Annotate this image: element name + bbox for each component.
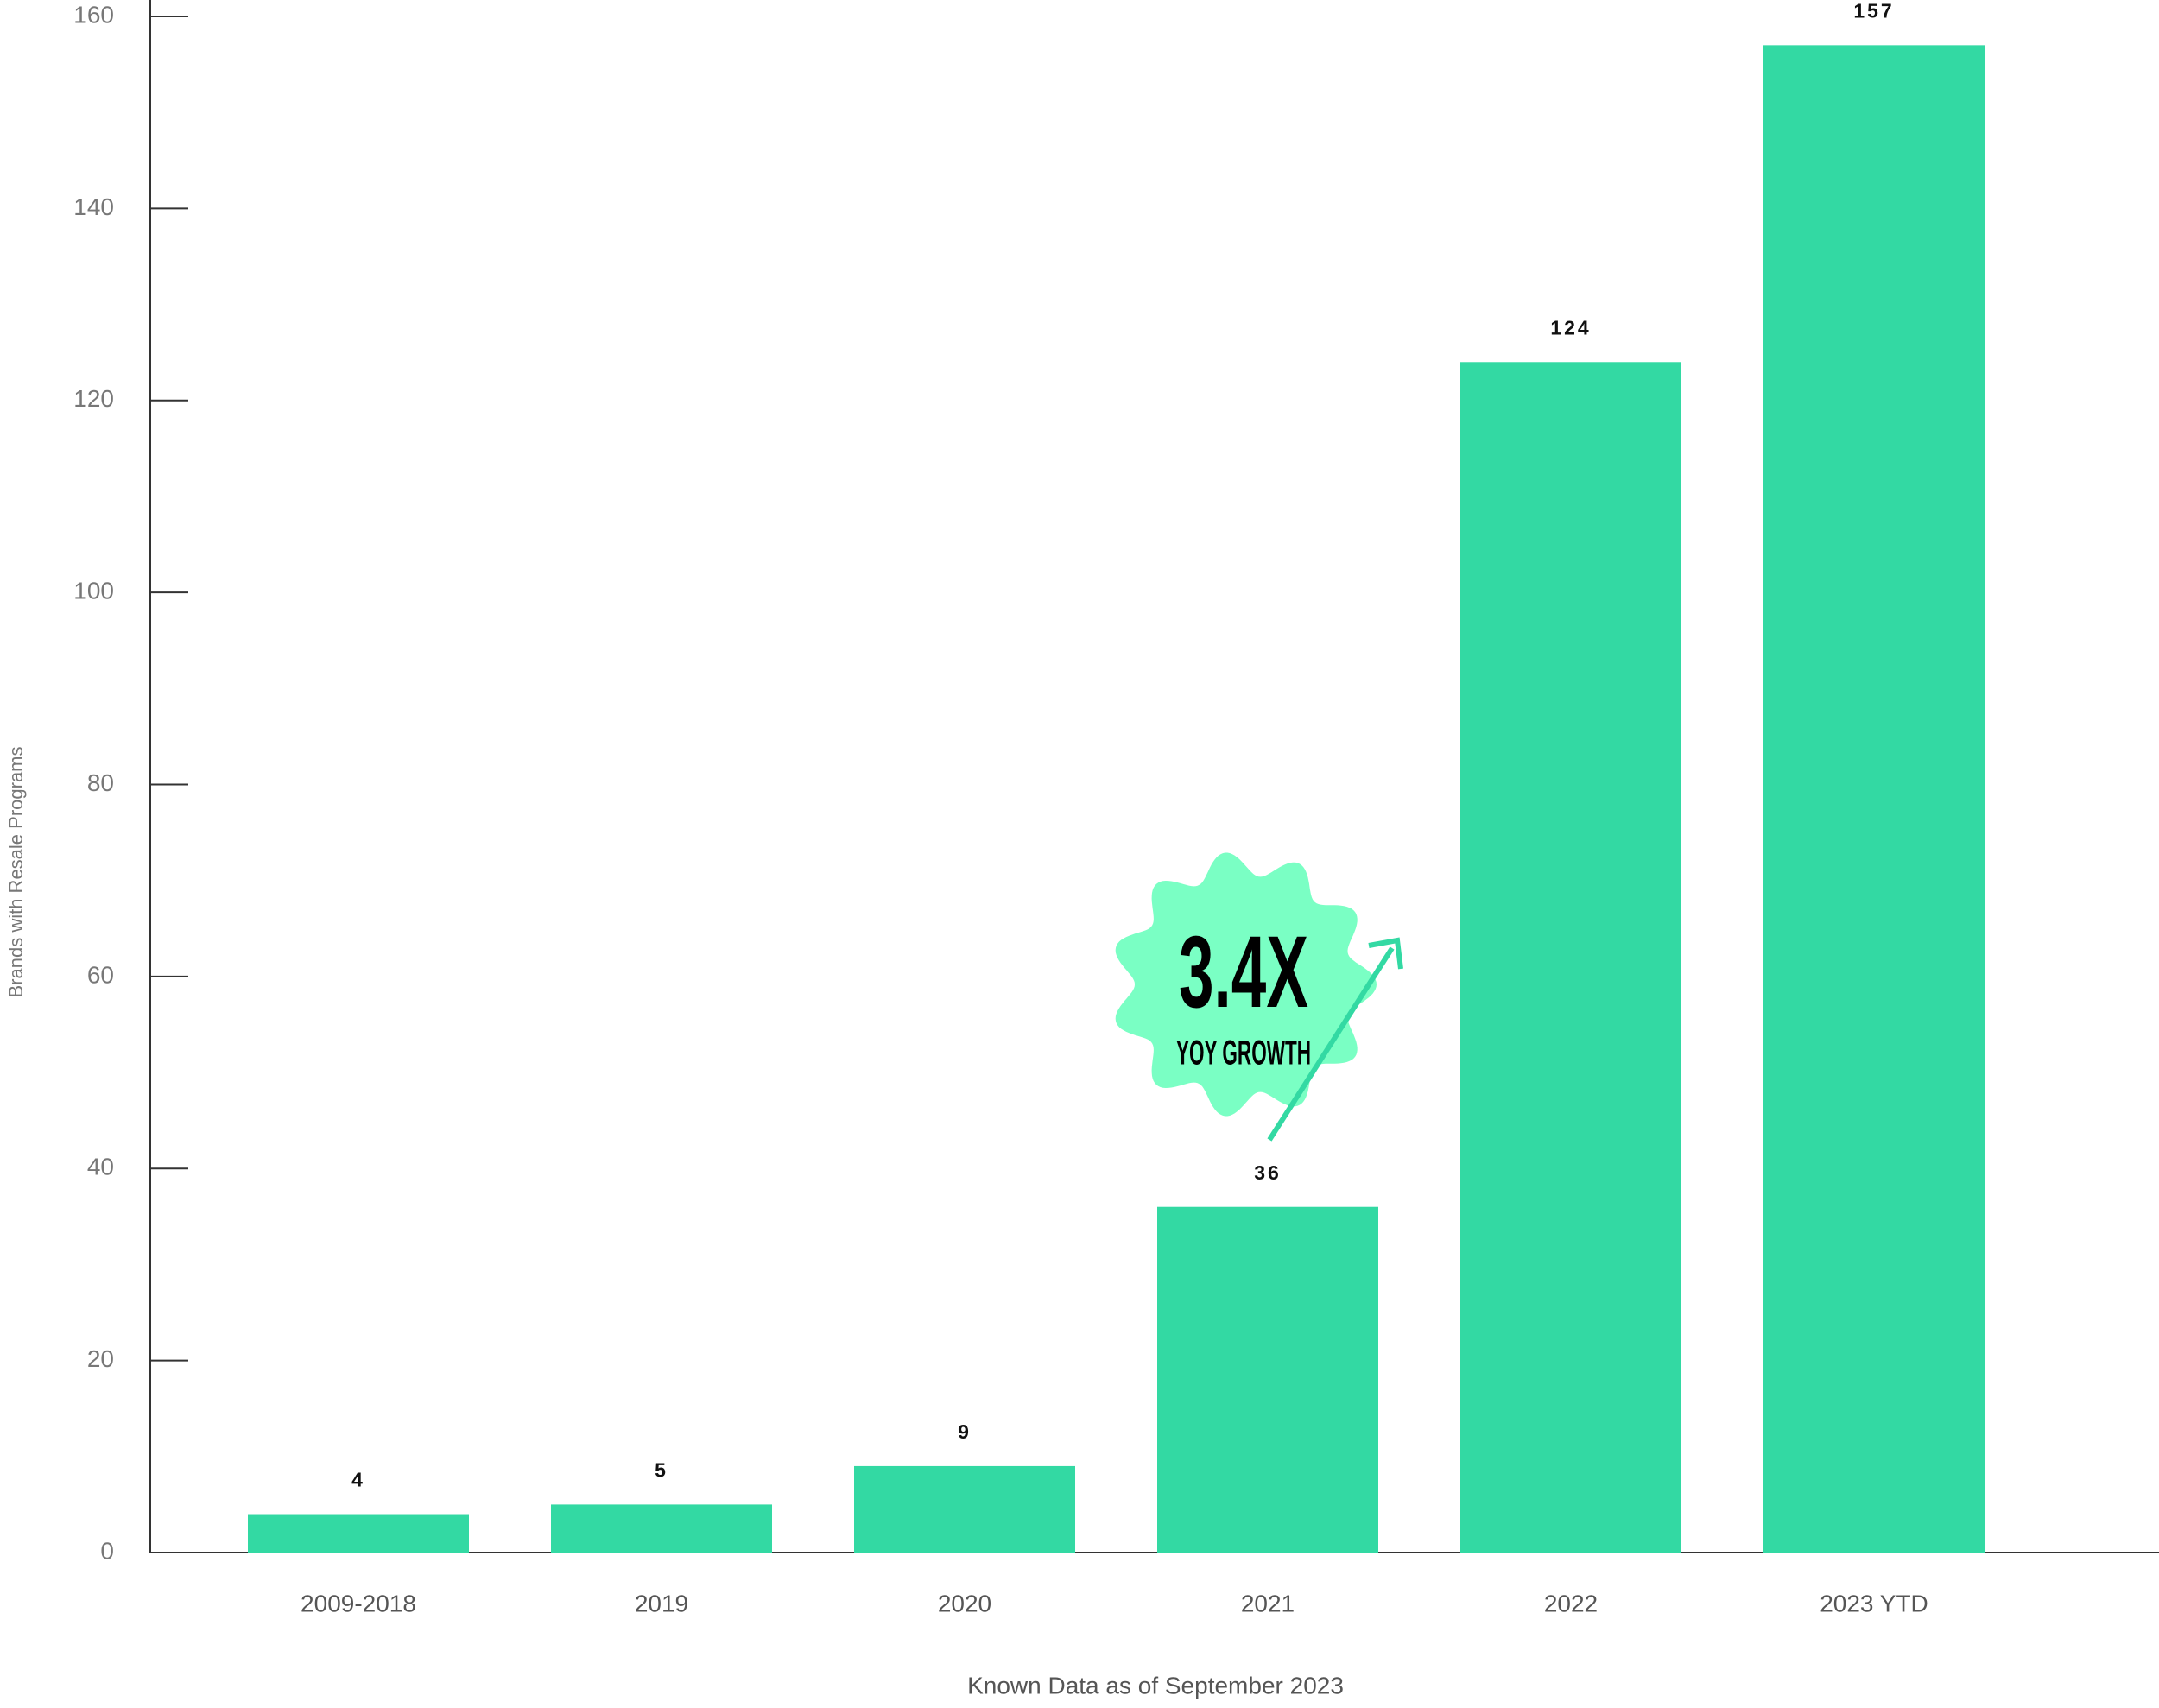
- growth-badge: 3.4X YOY GROWTH: [1115, 852, 1403, 1142]
- y-tick-label: 160: [73, 1, 114, 28]
- y-tick-label: 0: [100, 1537, 114, 1564]
- data-label: 157: [1853, 0, 1894, 22]
- x-axis-label: Known Data as of September 2023: [967, 1672, 1344, 1699]
- data-label: 36: [1254, 1161, 1282, 1184]
- x-tick-label: 2020: [938, 1590, 991, 1616]
- x-tick-label: 2023 YTD: [1820, 1590, 1928, 1616]
- y-tick-label: 140: [73, 193, 114, 220]
- badge-subtext: YOY GROWTH: [1176, 1034, 1311, 1072]
- x-tick-label: 2019: [635, 1590, 688, 1616]
- bar: [248, 1514, 469, 1553]
- y-tick-label: 20: [87, 1345, 114, 1372]
- bar: [1157, 1206, 1378, 1553]
- bar: [854, 1465, 1075, 1553]
- badge-headline: 3.4X: [1179, 915, 1308, 1029]
- arrow-head: [1368, 937, 1403, 970]
- data-label: 9: [958, 1420, 972, 1443]
- y-tick-label: 100: [73, 578, 114, 604]
- y-axis-label: Brands with Resale Programs: [5, 746, 27, 997]
- y-tick-label: 120: [73, 385, 114, 412]
- y-tick-label: 60: [87, 961, 114, 988]
- x-tick-label: 2022: [1544, 1590, 1598, 1616]
- x-tick-label: 2009-2018: [301, 1590, 416, 1616]
- data-label: 124: [1550, 316, 1591, 338]
- bar: [1763, 45, 1985, 1553]
- bar: [551, 1504, 772, 1553]
- bar: [1460, 362, 1681, 1553]
- x-tick-label: 2021: [1241, 1590, 1295, 1616]
- data-label: 4: [351, 1469, 365, 1491]
- y-tick-label: 40: [87, 1154, 114, 1180]
- arrow: [1267, 946, 1395, 1142]
- y-tick-label: 80: [87, 769, 114, 796]
- data-label: 5: [655, 1458, 668, 1481]
- badge-shape: [1115, 852, 1377, 1117]
